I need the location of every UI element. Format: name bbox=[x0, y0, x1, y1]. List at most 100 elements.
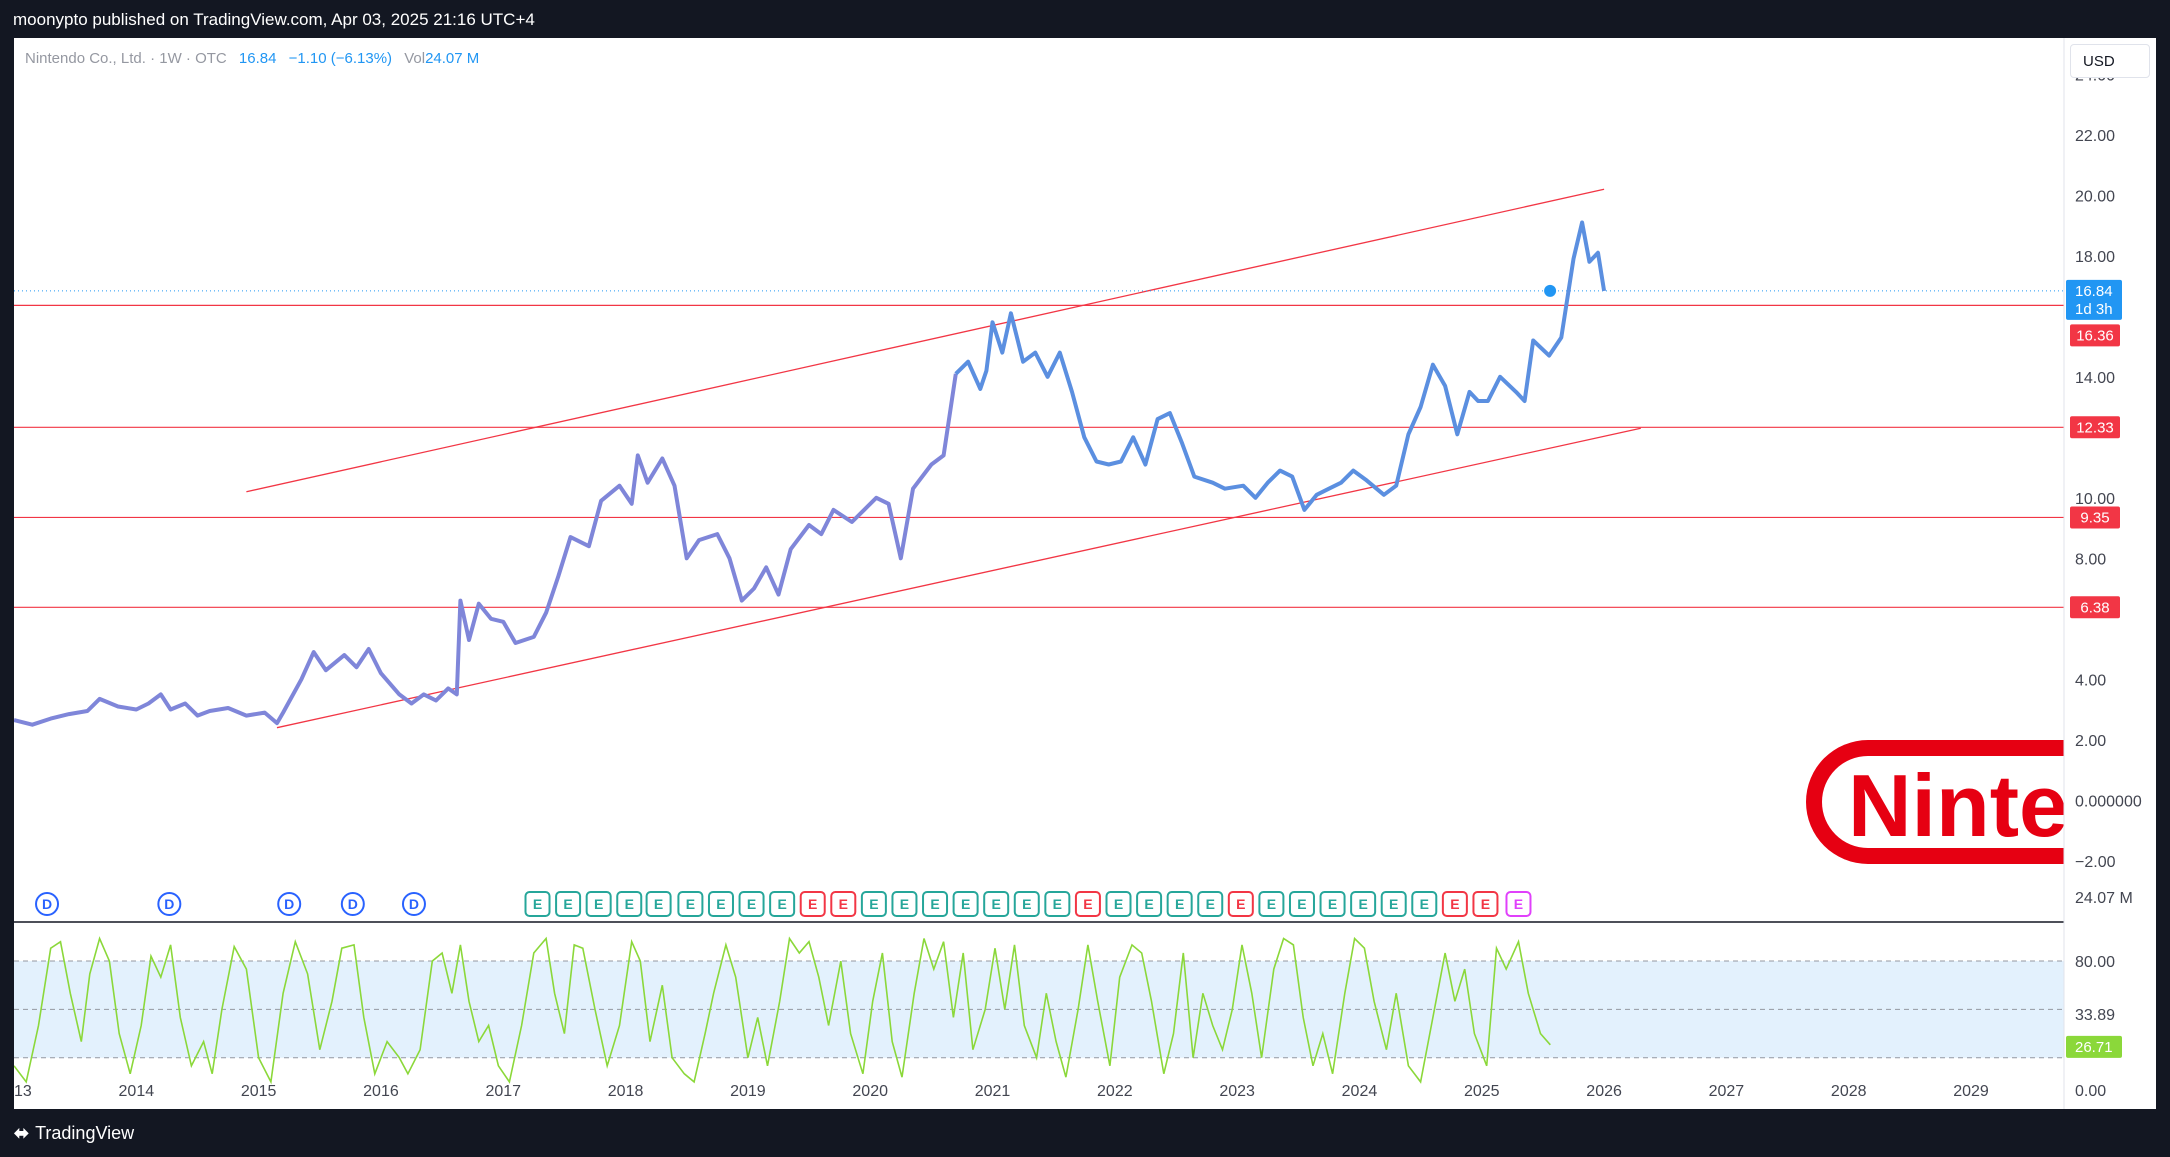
earnings-marker[interactable] bbox=[555, 891, 582, 917]
time-axis-tick: 2023 bbox=[1219, 1083, 1255, 1100]
channel-lower-line[interactable] bbox=[276, 427, 1641, 729]
level-price-badge[interactable] bbox=[2070, 324, 2120, 347]
earnings-marker[interactable] bbox=[952, 891, 979, 917]
dividend-marker-label: D bbox=[409, 896, 419, 912]
publish-header: moonypto published on TradingView.com, A… bbox=[0, 0, 2170, 38]
tradingview-brand[interactable]: ⬌ TradingView bbox=[14, 1123, 134, 1144]
earnings-marker[interactable] bbox=[1411, 891, 1438, 917]
earnings-marker-label: E bbox=[1022, 896, 1031, 912]
price-series-recent bbox=[954, 220, 1607, 512]
channel-upper-line[interactable] bbox=[246, 188, 1605, 493]
level-price-badge[interactable] bbox=[2070, 506, 2120, 529]
earnings-marker-label: E bbox=[716, 896, 725, 912]
time-axis-tick: 2021 bbox=[975, 1083, 1011, 1100]
earnings-marker[interactable] bbox=[983, 891, 1010, 917]
price-axis-tick: 14.00 bbox=[2075, 370, 2115, 387]
earnings-marker-label: E bbox=[1267, 896, 1276, 912]
time-axis-tick: 2020 bbox=[852, 1083, 888, 1100]
dividend-marker[interactable] bbox=[35, 892, 60, 916]
earnings-marker-label: E bbox=[625, 896, 634, 912]
earnings-marker[interactable] bbox=[1105, 891, 1132, 917]
price-series-line bbox=[13, 373, 958, 727]
dividend-marker[interactable] bbox=[340, 892, 365, 916]
time-axis-tick: 2027 bbox=[1709, 1083, 1745, 1100]
earnings-marker-label: E bbox=[747, 896, 756, 912]
earnings-marker-label: E bbox=[930, 896, 939, 912]
earnings-marker[interactable] bbox=[616, 891, 643, 917]
price-axis-tick: 18.00 bbox=[2075, 249, 2115, 266]
volume-axis-label: 24.07 M bbox=[2075, 890, 2133, 907]
time-axis-tick: 2019 bbox=[730, 1083, 766, 1100]
price-axis-tick: −2.00 bbox=[2075, 854, 2116, 871]
earnings-marker[interactable] bbox=[1319, 891, 1346, 917]
price-axis-panel[interactable] bbox=[2064, 38, 2156, 1109]
dividend-marker-label: D bbox=[284, 896, 294, 912]
earnings-marker[interactable] bbox=[1505, 891, 1532, 917]
tradingview-logo-icon: ⬌ bbox=[14, 1123, 30, 1143]
earnings-marker-label: E bbox=[808, 896, 817, 912]
earnings-marker[interactable] bbox=[645, 891, 672, 917]
oscillator-axis-tick: 80.00 bbox=[2075, 954, 2115, 971]
time-axis-tick: 2028 bbox=[1831, 1083, 1867, 1100]
time-axis-tick: 2022 bbox=[1097, 1083, 1133, 1100]
last-price-badge-value: 16.84 bbox=[2075, 283, 2113, 300]
dividend-marker[interactable] bbox=[277, 892, 302, 916]
earnings-marker[interactable] bbox=[860, 891, 887, 917]
symbol-legend[interactable]: Nintendo Co., Ltd. · 1W · OTC 16.84 −1.1… bbox=[25, 50, 479, 67]
earnings-marker-label: E bbox=[1389, 896, 1398, 912]
earnings-marker-label: E bbox=[1420, 896, 1429, 912]
earnings-marker[interactable] bbox=[769, 891, 796, 917]
earnings-marker-label: E bbox=[900, 896, 909, 912]
time-axis-tick: 2015 bbox=[241, 1083, 277, 1100]
earnings-marker[interactable] bbox=[1197, 891, 1224, 917]
earnings-marker-label: E bbox=[1514, 896, 1523, 912]
earnings-marker[interactable] bbox=[799, 891, 826, 917]
earnings-marker[interactable] bbox=[891, 891, 918, 917]
earnings-marker[interactable] bbox=[1013, 891, 1040, 917]
earnings-marker[interactable] bbox=[1258, 891, 1285, 917]
oscillator-mid-label: 33.89 bbox=[2075, 1007, 2115, 1024]
earnings-marker-label: E bbox=[563, 896, 572, 912]
earnings-marker-label: E bbox=[594, 896, 603, 912]
earnings-marker[interactable] bbox=[738, 891, 765, 917]
earnings-marker-label: E bbox=[654, 896, 663, 912]
earnings-marker[interactable] bbox=[707, 891, 734, 917]
earnings-marker[interactable] bbox=[1227, 891, 1254, 917]
time-axis-tick: 2026 bbox=[1586, 1083, 1622, 1100]
earnings-marker[interactable] bbox=[585, 891, 612, 917]
logo-text: Ninte bbox=[1848, 756, 2068, 855]
earnings-marker-label: E bbox=[777, 896, 786, 912]
last-price-badge[interactable] bbox=[2066, 279, 2122, 320]
earnings-marker[interactable] bbox=[1350, 891, 1377, 917]
earnings-marker[interactable] bbox=[922, 891, 949, 917]
earnings-marker-label: E bbox=[1144, 896, 1153, 912]
earnings-marker[interactable] bbox=[1044, 891, 1071, 917]
dividend-marker[interactable] bbox=[401, 892, 426, 916]
earnings-marker[interactable] bbox=[1166, 891, 1193, 917]
earnings-marker[interactable] bbox=[524, 891, 551, 917]
currency-button[interactable]: USD bbox=[2070, 44, 2150, 78]
earnings-marker[interactable] bbox=[1380, 891, 1407, 917]
earnings-marker[interactable] bbox=[830, 891, 857, 917]
earnings-marker[interactable] bbox=[1074, 891, 1101, 917]
level-price-badge[interactable] bbox=[2070, 416, 2120, 439]
price-axis-tick: 8.00 bbox=[2075, 551, 2106, 568]
earnings-marker[interactable] bbox=[1472, 891, 1499, 917]
dividend-marker[interactable] bbox=[157, 892, 182, 916]
earnings-marker-label: E bbox=[1053, 896, 1062, 912]
oscillator-value-badge[interactable] bbox=[2066, 1035, 2122, 1058]
earnings-marker[interactable] bbox=[1441, 891, 1468, 917]
earnings-marker[interactable] bbox=[677, 891, 704, 917]
earnings-marker-label: E bbox=[1450, 896, 1459, 912]
price-axis-tick: 2.00 bbox=[2075, 733, 2106, 750]
earnings-marker[interactable] bbox=[1136, 891, 1163, 917]
earnings-marker-label: E bbox=[1328, 896, 1337, 912]
time-axis-tick: 2025 bbox=[1464, 1083, 1500, 1100]
earnings-marker[interactable] bbox=[1288, 891, 1315, 917]
countdown-label: 1d 3h bbox=[2075, 301, 2113, 318]
chart-background bbox=[14, 38, 2156, 1109]
stochastic-line bbox=[13, 936, 1551, 1085]
time-axis-tick: 2016 bbox=[363, 1083, 399, 1100]
level-price-badge[interactable] bbox=[2070, 596, 2120, 619]
